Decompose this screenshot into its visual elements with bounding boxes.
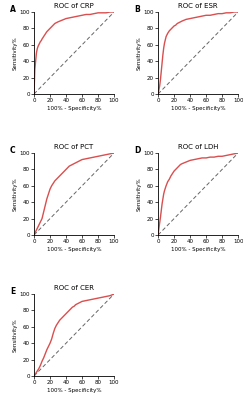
X-axis label: 100% - Specificity%: 100% - Specificity% — [47, 388, 101, 393]
Title: ROC of LDH: ROC of LDH — [178, 144, 218, 150]
Title: ROC of CER: ROC of CER — [54, 285, 94, 291]
X-axis label: 100% - Specificity%: 100% - Specificity% — [47, 247, 101, 252]
Y-axis label: Sensitivity%: Sensitivity% — [13, 177, 18, 211]
Text: B: B — [134, 6, 140, 14]
Y-axis label: Sensitivity%: Sensitivity% — [13, 318, 18, 352]
Y-axis label: Sensitivity%: Sensitivity% — [137, 177, 142, 211]
Text: D: D — [134, 146, 140, 156]
Text: C: C — [10, 146, 16, 156]
X-axis label: 100% - Specificity%: 100% - Specificity% — [171, 247, 225, 252]
Y-axis label: Sensitivity%: Sensitivity% — [137, 36, 142, 70]
Title: ROC of PCT: ROC of PCT — [54, 144, 94, 150]
Title: ROC of ESR: ROC of ESR — [178, 3, 218, 9]
Y-axis label: Sensitivity%: Sensitivity% — [13, 36, 18, 70]
X-axis label: 100% - Specificity%: 100% - Specificity% — [171, 106, 225, 111]
Title: ROC of CRP: ROC of CRP — [54, 3, 94, 9]
X-axis label: 100% - Specificity%: 100% - Specificity% — [47, 106, 101, 111]
Text: A: A — [10, 6, 16, 14]
Text: E: E — [10, 288, 15, 296]
